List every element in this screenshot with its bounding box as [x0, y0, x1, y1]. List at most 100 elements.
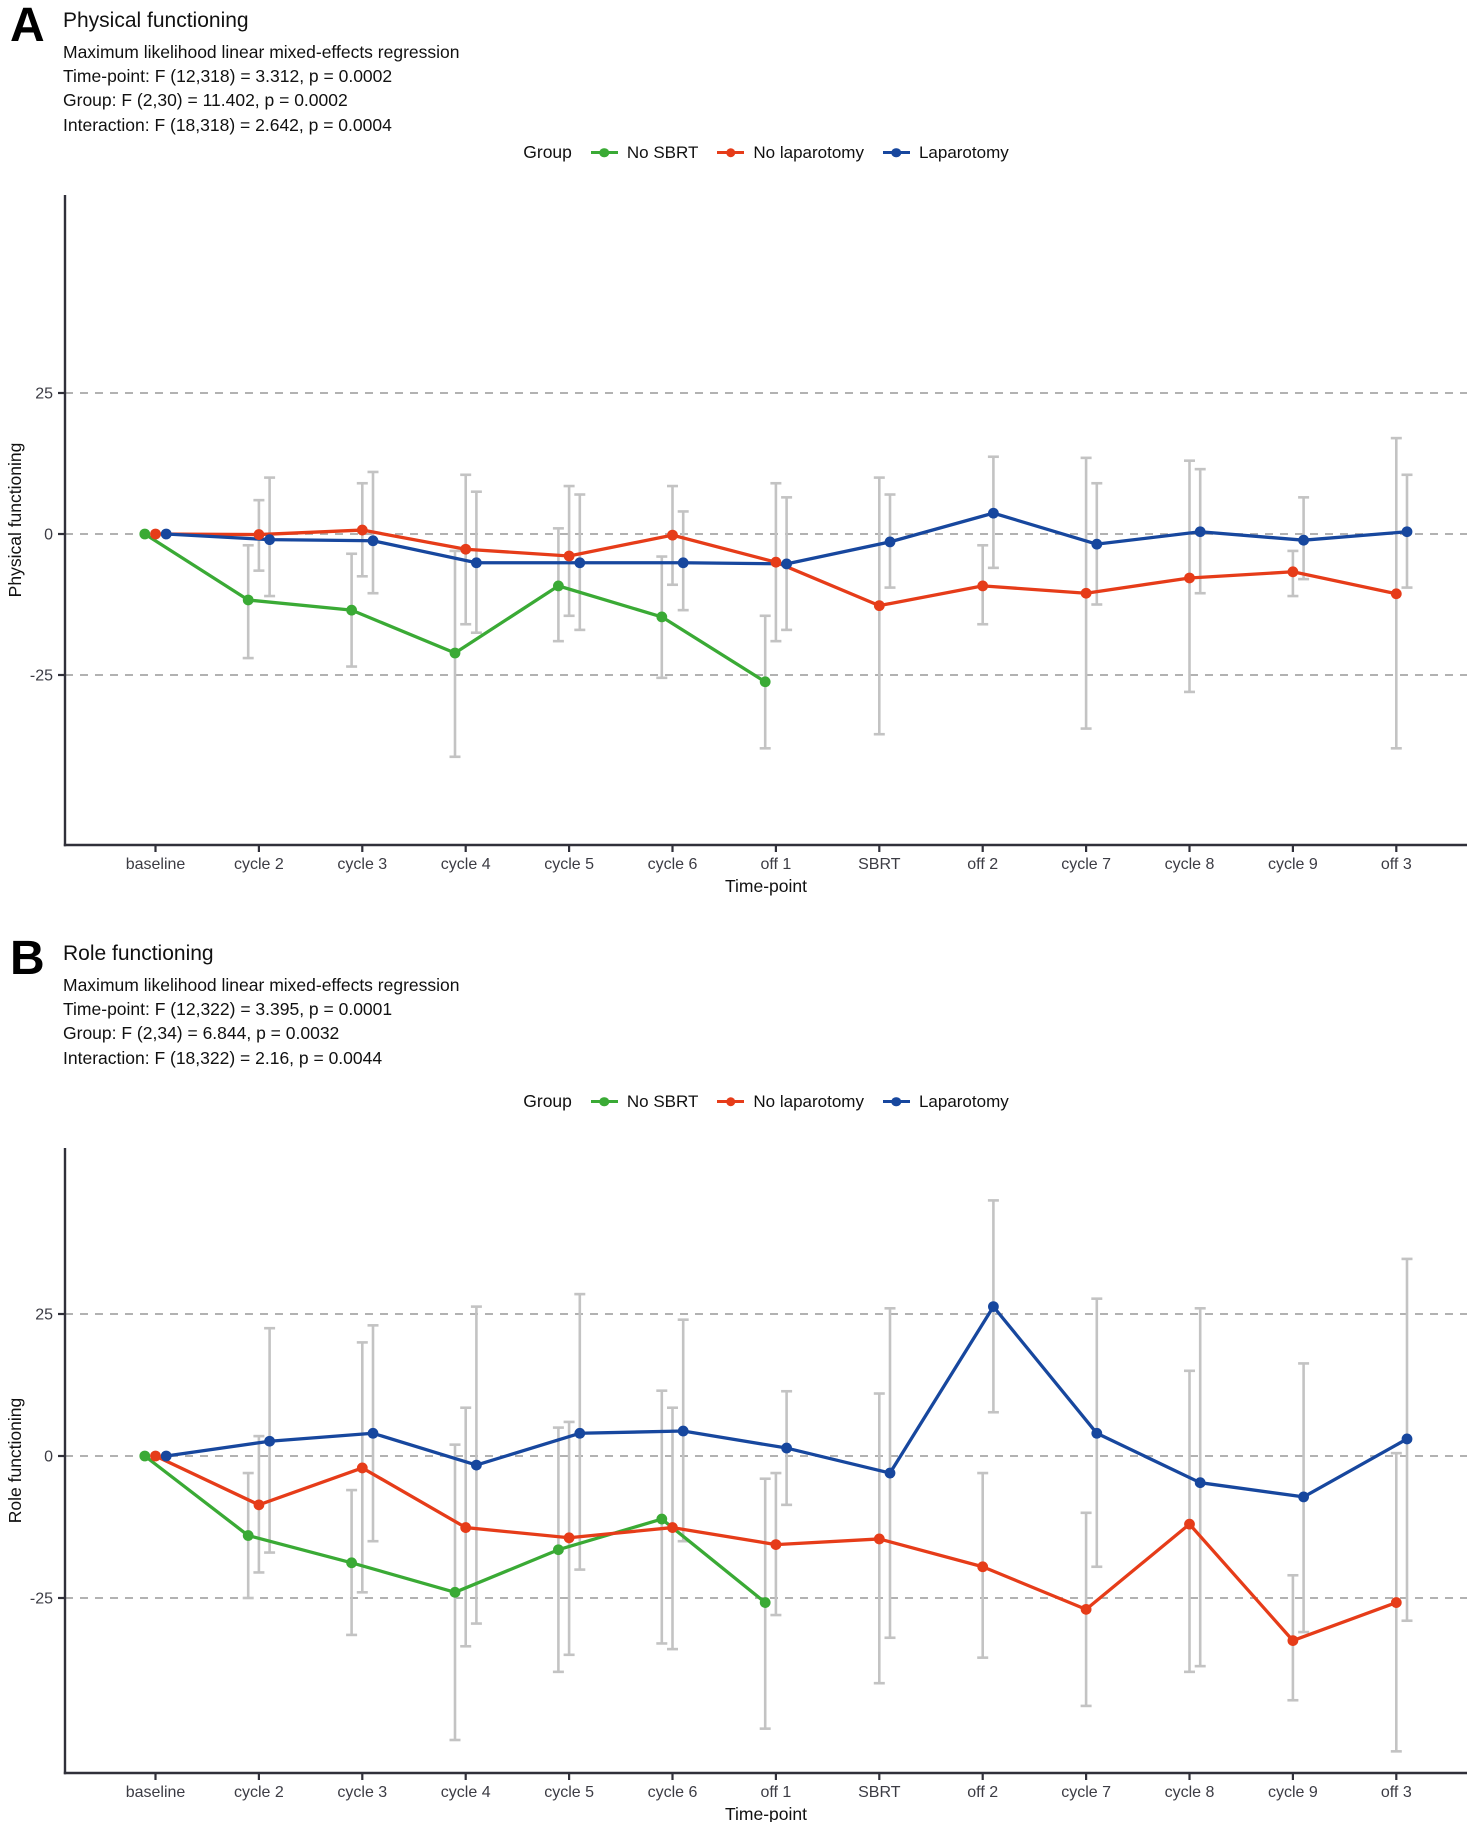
line-dot-marker-icon	[882, 147, 910, 158]
data-point-no-laparotomy-sbrt	[873, 600, 885, 612]
x-tick-label-baseline: baseline	[126, 856, 186, 873]
line-dot-marker-icon	[590, 147, 618, 158]
data-point-laparotomy-cycle-8	[1194, 526, 1206, 538]
data-point-no-laparotomy-baseline	[150, 528, 161, 540]
data-point-laparotomy-off-2	[988, 1301, 999, 1313]
data-point-no-sbrt-off-1	[759, 1597, 771, 1608]
data-point-no-sbrt-cycle-6	[656, 1513, 668, 1525]
x-tick-label-sbrt: SBRT	[858, 1784, 901, 1801]
x-tick-label-off-3: off 3	[1381, 856, 1412, 873]
legend-item-no-laparotomy: No laparotomy	[717, 1092, 864, 1112]
data-point-no-laparotomy-sbrt	[873, 1533, 885, 1545]
data-point-laparotomy-cycle-7	[1091, 538, 1103, 550]
data-point-laparotomy-cycle-9	[1298, 534, 1309, 546]
panel-letter: B	[10, 932, 45, 985]
data-point-laparotomy-cycle-3	[367, 1427, 379, 1439]
panel-title: Role functioning	[63, 942, 214, 965]
panel-title: Physical functioning	[63, 9, 249, 32]
data-point-laparotomy-cycle-2	[264, 1435, 275, 1447]
data-point-no-laparotomy-cycle-8	[1184, 572, 1195, 584]
data-point-laparotomy-cycle-4	[471, 557, 482, 569]
x-tick-label-baseline: baseline	[126, 1784, 186, 1801]
stats-line: Maximum likelihood linear mixed-effects …	[63, 42, 460, 62]
x-tick-label-cycle-6: cycle 6	[648, 856, 698, 873]
stats-line: Maximum likelihood linear mixed-effects …	[63, 975, 460, 995]
data-point-no-laparotomy-cycle-8	[1184, 1518, 1195, 1530]
data-point-laparotomy-off-3	[1401, 1433, 1413, 1445]
legend-label: No SBRT	[626, 142, 699, 162]
data-point-no-laparotomy-cycle-5	[563, 1532, 575, 1544]
data-point-no-sbrt-cycle-3	[346, 1557, 357, 1569]
data-point-no-sbrt-cycle-2	[242, 1530, 254, 1541]
data-point-laparotomy-off-3	[1401, 526, 1413, 538]
line-dot-marker-icon	[590, 1096, 618, 1107]
legend-label: Laparotomy	[918, 1091, 1009, 1111]
x-tick-label-cycle-6: cycle 6	[648, 1784, 698, 1801]
data-point-no-laparotomy-off-3	[1390, 588, 1402, 600]
data-point-no-sbrt-cycle-4	[449, 1586, 461, 1598]
x-tick-label-off-1: off 1	[760, 856, 791, 873]
data-point-no-sbrt-cycle-6	[656, 611, 668, 623]
x-tick-label-off-2: off 2	[967, 1784, 998, 1801]
data-point-laparotomy-off-2	[988, 507, 999, 519]
data-point-no-laparotomy-cycle-4	[460, 1522, 472, 1533]
stats-block: Maximum likelihood linear mixed-effects …	[63, 40, 460, 137]
legend: Group No SBRT No laparotomy Laparotomy	[65, 142, 1467, 163]
legend-title: Group	[523, 1091, 572, 1111]
data-point-laparotomy-cycle-6	[677, 557, 689, 569]
x-tick-label-cycle-7: cycle 7	[1061, 1784, 1111, 1801]
data-point-laparotomy-cycle-3	[367, 535, 379, 547]
chart-role-functioning: 25 0 -25 baseline cycle 2 cycle 3 cycle 4 cycle…	[5, 1148, 1467, 1822]
legend-item-no-sbrt: No SBRT	[590, 142, 699, 163]
stats-block: Maximum likelihood linear mixed-effects …	[63, 973, 460, 1070]
data-point-no-laparotomy-cycle-3	[356, 1462, 368, 1474]
legend-item-laparotomy: Laparotomy	[882, 142, 1009, 163]
data-point-laparotomy-sbrt	[884, 1467, 896, 1479]
legend-label: No SBRT	[626, 1091, 699, 1111]
x-tick-label-cycle-2: cycle 2	[234, 1784, 284, 1801]
y-tick-label: 25	[35, 386, 53, 403]
data-point-laparotomy-cycle-7	[1091, 1427, 1103, 1439]
data-point-laparotomy-cycle-5	[574, 1427, 586, 1439]
legend-item-no-laparotomy: No laparotomy	[717, 143, 864, 163]
data-point-no-laparotomy-off-1	[770, 1539, 782, 1551]
data-point-no-laparotomy-off-1	[770, 556, 782, 568]
legend-item-no-sbrt: No SBRT	[590, 1091, 699, 1112]
stats-line: Interaction: F (18,322) = 2.16, p = 0.00…	[63, 1047, 383, 1068]
x-tick-label-sbrt: SBRT	[858, 856, 901, 873]
data-point-no-laparotomy-cycle-9	[1287, 1635, 1299, 1646]
x-tick-label-off-3: off 3	[1381, 1784, 1412, 1801]
data-point-no-laparotomy-baseline	[150, 1450, 161, 1462]
stats-line: Time-point: F (12,322) = 3.395, p = 0.00…	[63, 999, 393, 1020]
x-tick-label-cycle-4: cycle 4	[441, 1784, 491, 1801]
line-dot-marker-icon	[717, 147, 745, 158]
data-point-no-sbrt-cycle-3	[346, 604, 357, 616]
data-point-no-sbrt-baseline	[139, 1450, 151, 1462]
data-point-no-laparotomy-cycle-3	[356, 524, 368, 536]
data-point-laparotomy-cycle-5	[574, 557, 586, 569]
data-point-no-laparotomy-cycle-2	[253, 529, 265, 540]
x-tick-label-cycle-8: cycle 8	[1165, 856, 1215, 873]
x-tick-label-cycle-5: cycle 5	[544, 1784, 594, 1801]
y-tick-label: 25	[35, 1307, 53, 1324]
data-point-no-sbrt-off-1	[759, 676, 771, 688]
legend-label: Laparotomy	[918, 142, 1009, 162]
data-point-laparotomy-baseline	[160, 1450, 172, 1462]
x-tick-label-cycle-7: cycle 7	[1061, 856, 1111, 873]
data-point-no-sbrt-cycle-5	[553, 580, 564, 592]
line-dot-marker-icon	[882, 1096, 910, 1107]
legend-item-laparotomy: Laparotomy	[882, 1091, 1009, 1112]
data-point-laparotomy-cycle-4	[471, 1459, 482, 1471]
data-point-laparotomy-cycle-2	[264, 534, 275, 546]
legend: Group No SBRT No laparotomy Laparotomy	[65, 1091, 1467, 1112]
x-tick-label-cycle-3: cycle 3	[337, 856, 387, 873]
x-tick-label-cycle-8: cycle 8	[1165, 1784, 1215, 1801]
x-tick-label-off-2: off 2	[967, 856, 998, 873]
y-tick-label: 0	[44, 1449, 53, 1466]
x-tick-label-cycle-5: cycle 5	[544, 856, 594, 873]
data-point-no-laparotomy-cycle-5	[563, 550, 575, 562]
legend-title: Group	[523, 142, 572, 162]
y-tick-label: -25	[30, 668, 53, 685]
data-point-no-laparotomy-off-3	[1390, 1597, 1402, 1608]
